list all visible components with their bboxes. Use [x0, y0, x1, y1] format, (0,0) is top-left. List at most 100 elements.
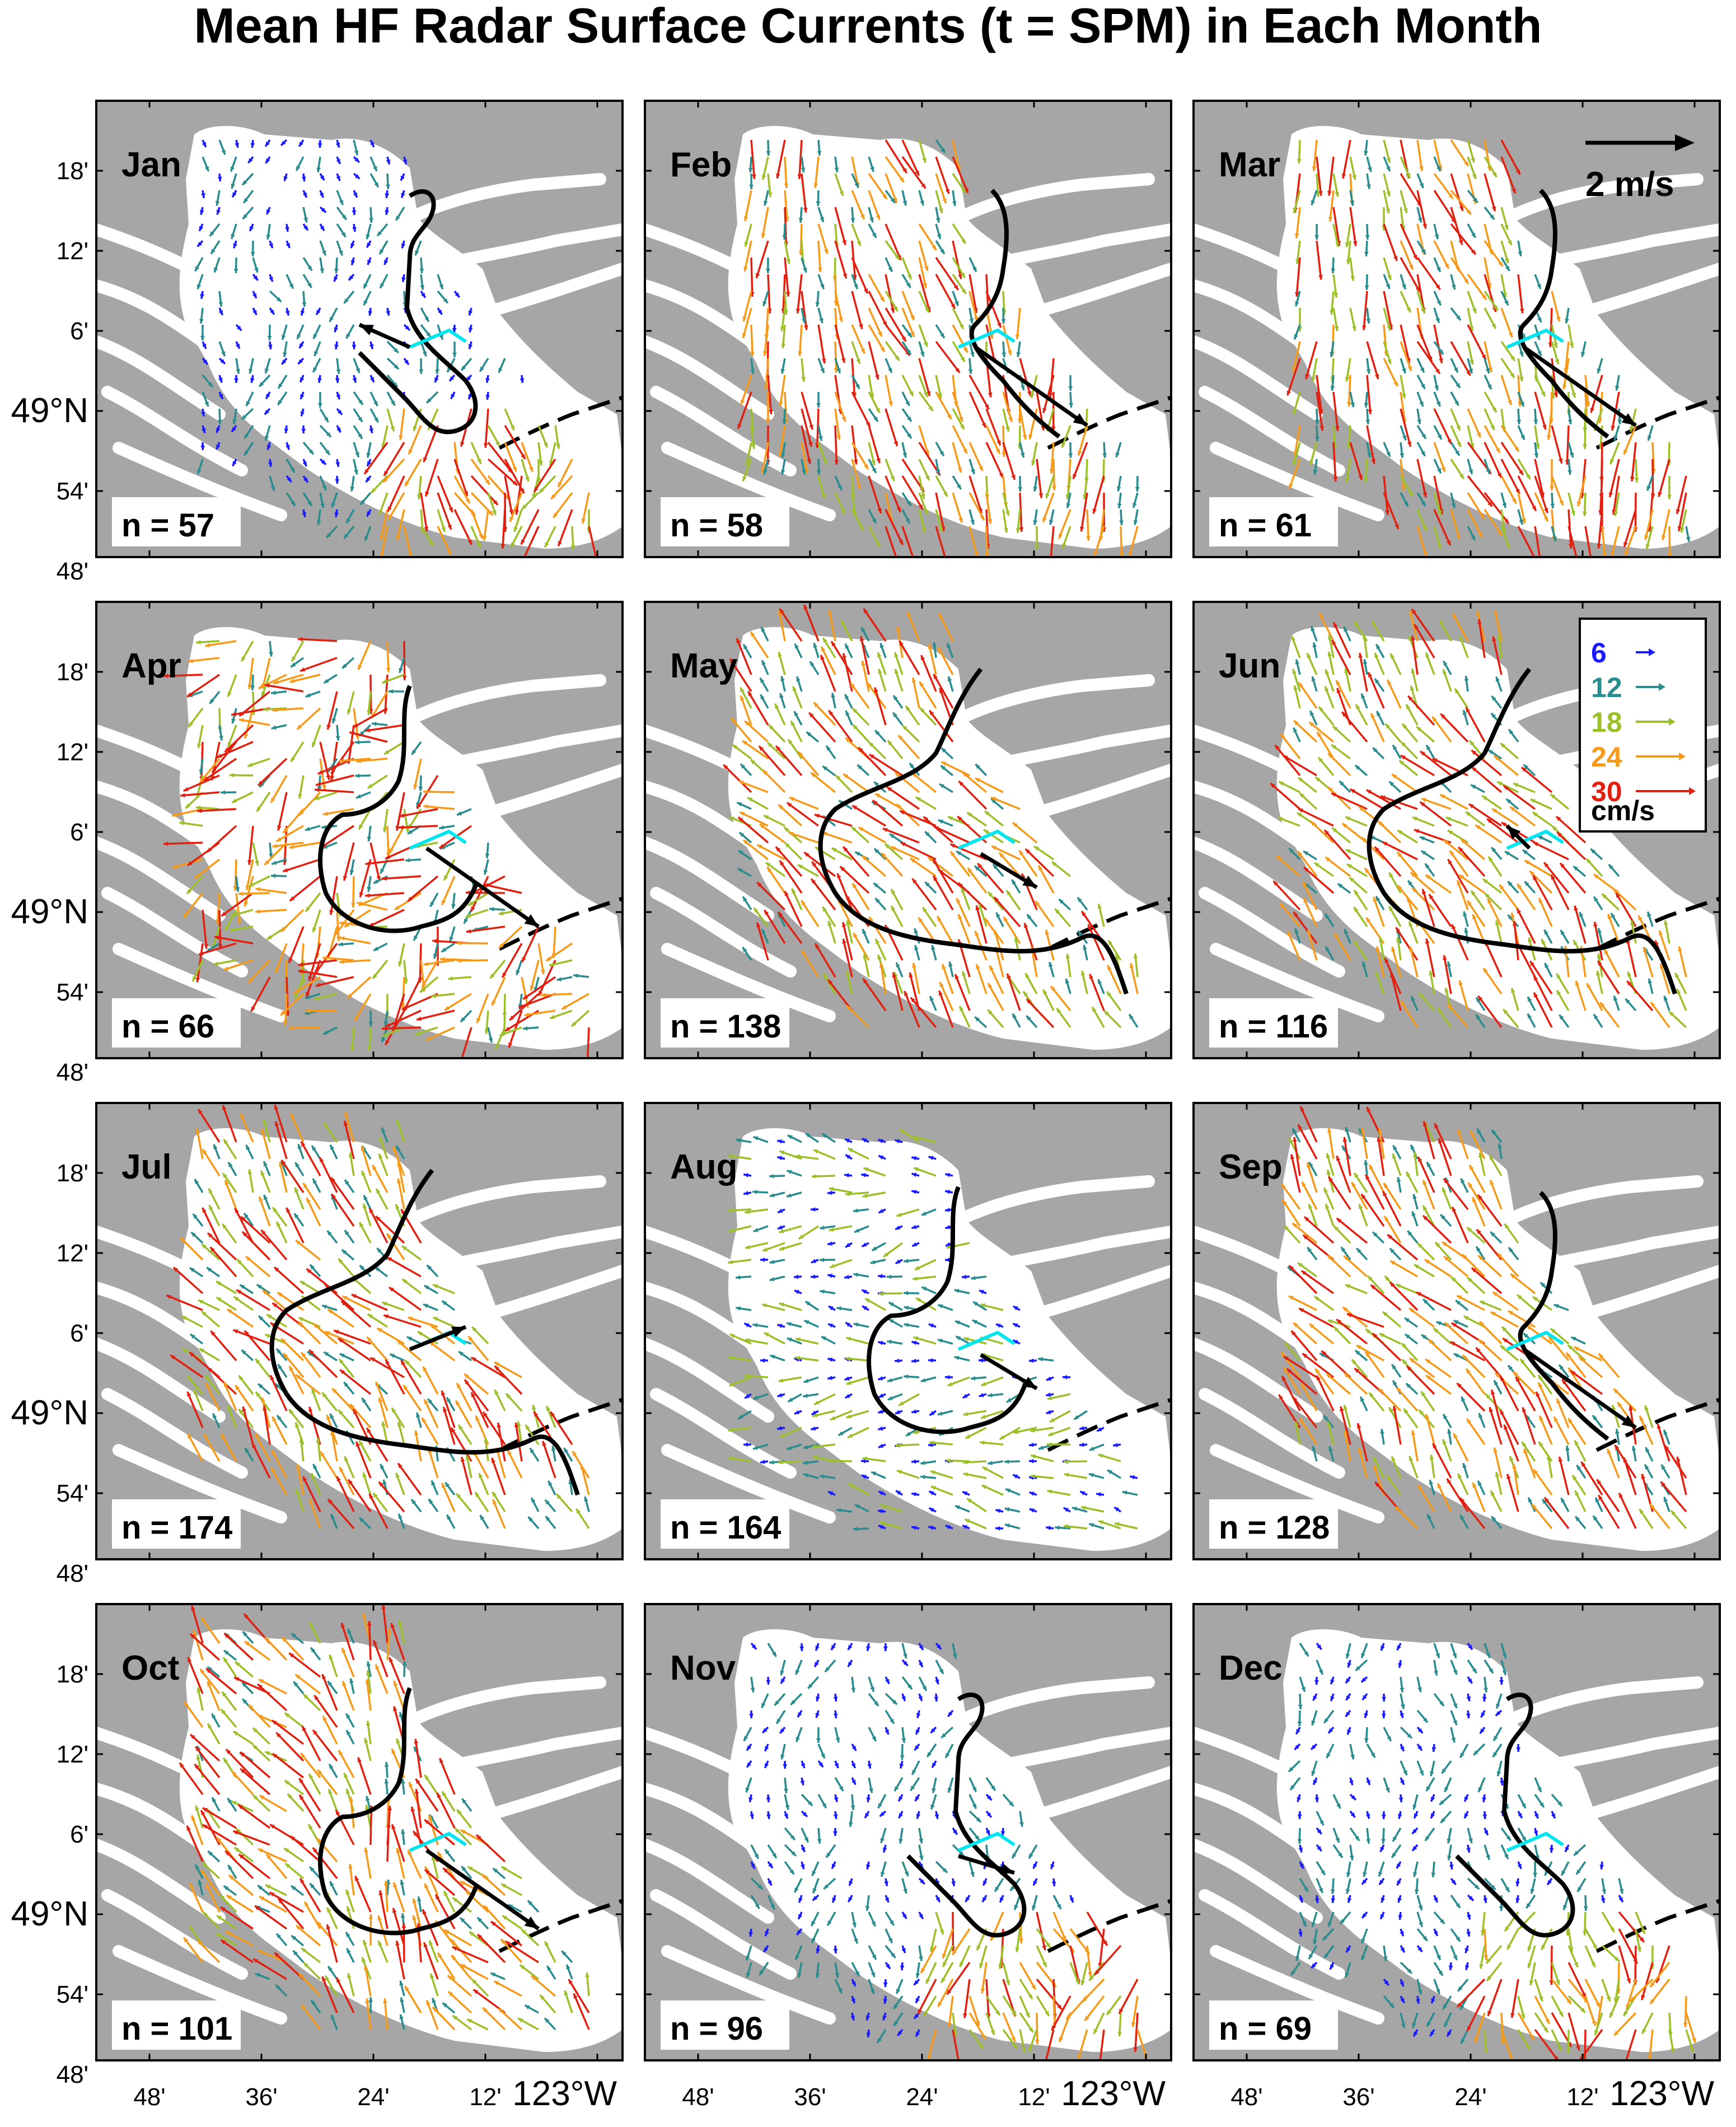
current-vector [339, 959, 371, 964]
current-vector [1400, 223, 1418, 260]
coastline-dash [498, 395, 623, 450]
vector-head [1448, 830, 1453, 835]
vector-head [1456, 535, 1461, 540]
current-vector [868, 274, 885, 302]
current-vector [834, 391, 846, 422]
vector-head [1092, 1007, 1097, 1012]
current-vector [355, 1441, 372, 1479]
vector-head [464, 918, 469, 924]
current-vector [1416, 190, 1427, 229]
vector-head [831, 848, 837, 852]
current-vector [275, 825, 304, 843]
vector-head [857, 241, 861, 246]
vector-head [166, 1294, 172, 1299]
current-vector [1002, 425, 1005, 457]
vector-head [1315, 777, 1321, 782]
vector-head [958, 417, 963, 422]
current-vector [319, 1157, 338, 1193]
vector-head [1365, 235, 1370, 240]
current-vector [288, 1366, 305, 1395]
vector-head [296, 1489, 300, 1494]
current-vector [330, 1430, 338, 1462]
vector-head [556, 977, 562, 981]
vector-head [994, 930, 998, 936]
current-vector [1421, 889, 1435, 927]
vector-head [283, 176, 288, 181]
vector-head [1065, 979, 1070, 984]
vector-head [782, 419, 787, 424]
vector-head [223, 1139, 228, 1144]
current-vector [1500, 442, 1524, 476]
vector-head [289, 1366, 294, 1371]
vector-head [1480, 514, 1485, 520]
vector-head [975, 905, 980, 911]
vector-head [947, 676, 952, 681]
vector-head [1567, 470, 1572, 475]
vector-head [745, 1209, 750, 1214]
vector-head [1611, 913, 1616, 918]
vector-head [902, 200, 907, 206]
vector-head [317, 378, 322, 383]
current-vector [319, 1451, 338, 1479]
vector-head [268, 462, 273, 467]
current-vector [1295, 207, 1301, 239]
vector-head [447, 1514, 451, 1520]
current-vector [1349, 207, 1357, 246]
vector-head [1034, 846, 1040, 851]
current-vector [1566, 425, 1570, 465]
vector-head [335, 142, 340, 148]
current-vector [339, 936, 371, 945]
vector-head [1542, 424, 1547, 430]
vector-head [910, 997, 915, 1003]
vector-head [298, 962, 303, 967]
current-vector [1467, 475, 1493, 507]
vector-head [426, 332, 431, 338]
vector-head [327, 1309, 333, 1314]
current-vector [365, 724, 405, 732]
vector-head [479, 534, 483, 539]
vector-head [904, 991, 909, 997]
vector-head [540, 969, 545, 975]
vector-head [1464, 928, 1468, 933]
vector-head [270, 486, 275, 491]
vector-head [343, 875, 348, 881]
vector-head [882, 828, 888, 833]
vector-head [263, 1161, 268, 1167]
vector-head [491, 1457, 496, 1463]
vector-head [743, 644, 748, 649]
vector-head [516, 1421, 521, 1427]
vector-head [210, 249, 216, 254]
vector-head [188, 861, 193, 866]
vector-head [1288, 931, 1292, 937]
current-vector [1400, 341, 1412, 372]
vector-head [1610, 551, 1615, 557]
vector-head [232, 798, 237, 803]
vector-head [1491, 206, 1496, 212]
current-vector [1517, 375, 1521, 407]
vector-head [947, 643, 951, 648]
current-vector [320, 825, 354, 849]
current-vector [842, 938, 853, 978]
vector-head [1390, 653, 1395, 659]
vector-head [1408, 880, 1413, 886]
vector-head [950, 851, 955, 857]
vector-head [230, 773, 235, 778]
vector-head [957, 484, 961, 489]
current-vector [1533, 992, 1553, 1028]
current-vector [1598, 391, 1603, 423]
vector-head [307, 501, 312, 506]
current-vector [224, 724, 254, 753]
current-vector [248, 657, 254, 689]
current-vector [730, 717, 752, 743]
vector-head [920, 352, 925, 357]
current-vector [370, 691, 389, 719]
vector-head [736, 638, 741, 643]
current-vector [1466, 900, 1486, 927]
vector-head [204, 166, 209, 171]
current-vector [361, 1145, 372, 1176]
vector-head [299, 343, 304, 348]
vector-head [933, 876, 938, 881]
current-vector [199, 758, 221, 784]
current-vector [1500, 307, 1513, 338]
vector-head [792, 888, 796, 894]
